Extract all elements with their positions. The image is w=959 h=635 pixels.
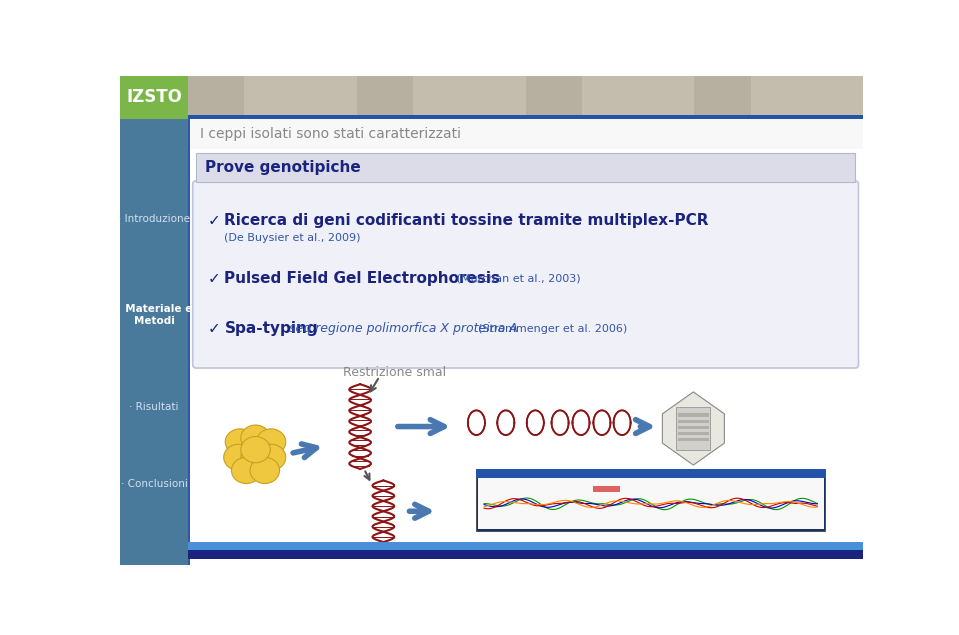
Text: ✓: ✓ (207, 271, 221, 286)
Text: (Strommenger et al. 2006): (Strommenger et al. 2006) (471, 324, 627, 334)
Bar (413, 76, 469, 119)
Bar (694, 76, 751, 119)
Ellipse shape (241, 425, 270, 451)
Text: Spa-typing: Spa-typing (224, 321, 318, 337)
Ellipse shape (225, 429, 255, 455)
Ellipse shape (241, 436, 270, 463)
Bar (593, 486, 620, 492)
Bar (678, 420, 709, 423)
Bar (188, 119, 863, 149)
FancyBboxPatch shape (193, 181, 858, 368)
Bar (638, 76, 694, 119)
Bar (469, 76, 526, 119)
Bar (300, 76, 357, 119)
Ellipse shape (250, 457, 279, 483)
Polygon shape (663, 392, 724, 465)
Text: (Murchan et al., 2003): (Murchan et al., 2003) (453, 274, 581, 284)
Bar (807, 76, 863, 119)
Bar (477, 469, 825, 530)
Bar (678, 413, 709, 417)
Bar (245, 76, 300, 119)
Text: (De Buysier et al., 2009): (De Buysier et al., 2009) (224, 233, 361, 243)
Bar (678, 432, 709, 435)
Bar (478, 478, 824, 529)
Text: seq.regione polimorfica X proteina A: seq.regione polimorfica X proteina A (285, 322, 518, 335)
Bar (678, 438, 709, 441)
Bar (120, 76, 188, 565)
Text: IZSTO: IZSTO (126, 88, 182, 107)
Text: ✓: ✓ (207, 321, 221, 337)
Ellipse shape (256, 429, 286, 455)
Bar (357, 76, 413, 119)
Ellipse shape (256, 444, 286, 471)
Text: Restrizione smal: Restrizione smal (343, 366, 447, 379)
Text: • Materiale e: • Materiale e (115, 304, 193, 314)
Text: Metodi: Metodi (133, 316, 175, 326)
Text: I ceppi isolati sono stati caratterizzati: I ceppi isolati sono stati caratterizzat… (199, 127, 460, 141)
Text: Prove genotipiche: Prove genotipiche (205, 160, 361, 175)
Ellipse shape (241, 444, 270, 471)
Text: ✓: ✓ (207, 213, 221, 229)
Ellipse shape (223, 444, 253, 471)
Bar (676, 407, 711, 450)
Bar (188, 119, 191, 565)
Bar (751, 76, 807, 119)
Text: · Conclusioni: · Conclusioni (121, 479, 187, 490)
Bar (188, 115, 863, 119)
Bar (678, 426, 709, 429)
Text: · Introduzione: · Introduzione (118, 213, 190, 224)
Text: Pulsed Field Gel Electrophoresis: Pulsed Field Gel Electrophoresis (224, 271, 501, 286)
Bar (196, 153, 855, 182)
Bar (526, 76, 582, 119)
Bar (188, 542, 863, 550)
Bar (477, 469, 825, 478)
Text: · Risultati: · Risultati (129, 403, 178, 412)
Text: Ricerca di geni codificanti tossine tramite multiplex-PCR: Ricerca di geni codificanti tossine tram… (224, 213, 709, 229)
Bar (582, 76, 638, 119)
Ellipse shape (231, 457, 261, 483)
Bar (188, 76, 863, 119)
Bar (188, 76, 245, 119)
Bar (188, 550, 863, 559)
Bar (120, 76, 188, 119)
